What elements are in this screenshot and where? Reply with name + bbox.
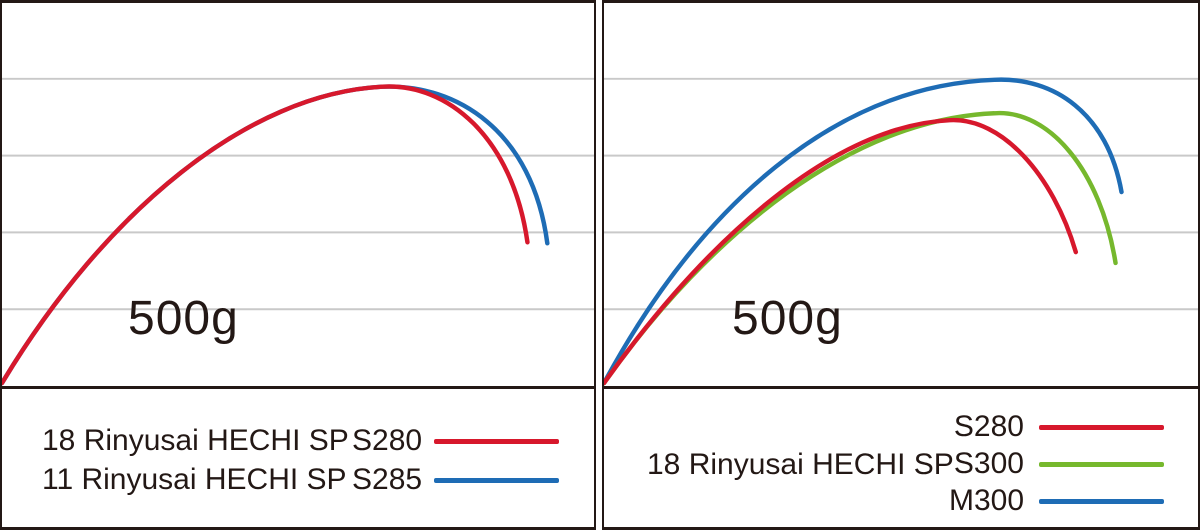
legend-model-label: S280 — [953, 410, 1024, 443]
legend-shared-series-label: 18 Rinyusai HECHI SP — [647, 448, 954, 481]
legend-model-label: S280 — [352, 424, 423, 457]
legend-line-swatch — [434, 477, 559, 483]
series-curve-18-rinyusai-hechi-sp-s300 — [604, 111, 1118, 386]
chart-area: 500g — [604, 3, 1198, 389]
legend-row: S300 — [604, 445, 1198, 483]
series-curve-18-rinyusai-hechi-sp-m300 — [604, 77, 1124, 386]
legend-row: M300 — [604, 482, 1198, 520]
legend-line-swatch — [1039, 498, 1164, 504]
legend-line-swatch — [1039, 424, 1164, 430]
legend-model-label: S285 — [352, 463, 423, 496]
load-weight-label: 500g — [128, 292, 239, 345]
legend-row: S280 — [604, 408, 1198, 446]
chart-panel-right: 500g 18 Rinyusai HECHI SP S280 S300 M300 — [602, 0, 1200, 530]
chart-area: 500g — [2, 3, 594, 389]
legend-model-label: S300 — [953, 447, 1024, 480]
legend-series-label: 18 Rinyusai HECHI SP — [42, 424, 349, 457]
legend-row: 18 Rinyusai HECHI SP S280 — [2, 422, 594, 460]
legend-line-swatch — [1039, 461, 1164, 467]
load-weight-label: 500g — [732, 292, 843, 345]
legend-model-label: M300 — [948, 484, 1024, 517]
bend-curve-chart — [2, 77, 594, 386]
series-curve-18-rinyusai-hechi-sp-s280 — [604, 117, 1079, 386]
legend-line-swatch — [434, 438, 559, 444]
series-curve-11-rinyusai-hechi-sp-s285 — [2, 84, 550, 386]
chart-panel-left: 500g 18 Rinyusai HECHI SP S280 11 Rinyus… — [0, 0, 596, 530]
legend-series-label: 11 Rinyusai HECHI SP — [42, 463, 347, 496]
legend-row: 11 Rinyusai HECHI SP S285 — [2, 461, 594, 499]
bend-curve-chart — [604, 77, 1198, 386]
series-curve-18-rinyusai-hechi-sp-s280 — [2, 84, 530, 386]
